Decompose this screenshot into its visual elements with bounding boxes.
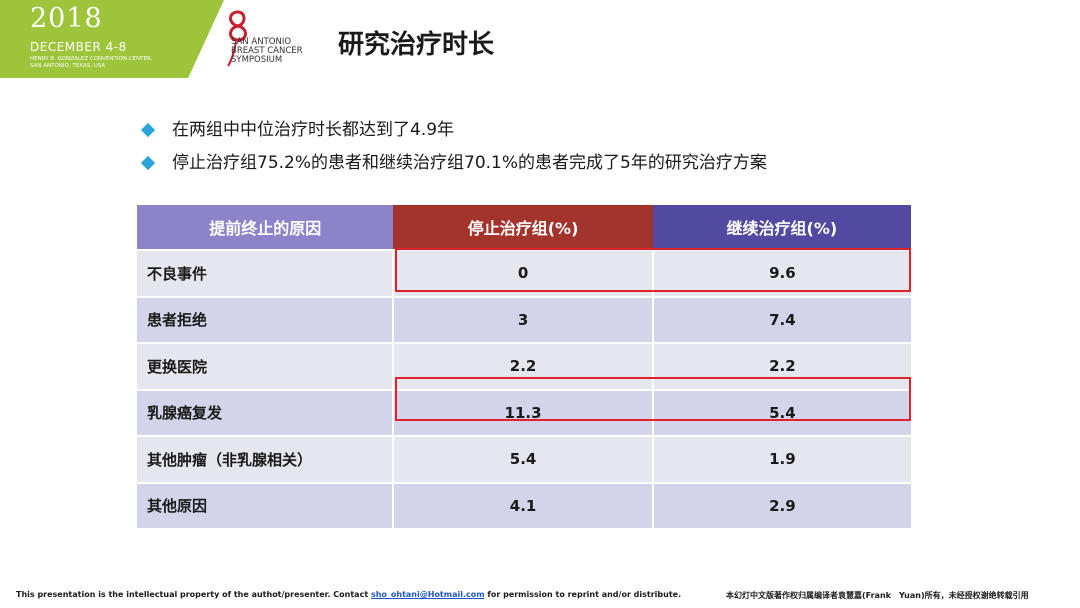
bullet-text: 停止治疗组75.2%的患者和继续治疗组70.1%的患者完成了5年的研究治疗方案: [172, 153, 767, 173]
table-row: 其他原因 4.1 2.9: [137, 483, 911, 529]
table-row: 其他肿瘤（非乳腺相关） 5.4 1.9: [137, 436, 911, 483]
continue-group-cell: 2.9: [653, 483, 911, 529]
reason-cell: 乳腺癌复发: [137, 390, 393, 437]
slide-title: 研究治疗时长: [338, 24, 494, 61]
continue-group-cell: 7.4: [653, 297, 911, 344]
conference-year: 2018: [30, 3, 103, 34]
logo-text-line3: SYMPOSIUM: [231, 56, 282, 65]
slide-header: 2018 DECEMBER 4-8 HENRY B. GONZALEZ CONV…: [0, 0, 1080, 78]
continue-group-cell: 1.9: [653, 436, 911, 483]
bullet-item: 停止治疗组75.2%的患者和继续治疗组70.1%的患者完成了5年的研究治疗方案: [140, 147, 767, 180]
diamond-bullet-icon: [141, 123, 155, 137]
highlight-box-adverse-events: [395, 248, 911, 292]
table-row: 患者拒绝 3 7.4: [137, 297, 911, 344]
reason-cell: 其他肿瘤（非乳腺相关）: [137, 436, 393, 483]
bullet-text: 在两组中中位治疗时长都达到了4.9年: [172, 120, 454, 140]
stop-group-cell: 5.4: [393, 436, 652, 483]
conference-venue-line2: SAN ANTONIO, TEXAS, USA: [30, 63, 105, 69]
stop-group-cell: 3: [393, 297, 652, 344]
column-header-stop-group: 停止治疗组(%): [393, 205, 652, 250]
highlight-box-recurrence: [395, 377, 911, 421]
bullet-item: 在两组中中位治疗时长都达到了4.9年: [140, 114, 767, 147]
translation-notice: 本幻灯中文版著作权归属编译者袁慧嘉(Frank Yuan)所有，未经授权谢绝转载…: [726, 590, 1029, 601]
column-header-reason: 提前终止的原因: [137, 205, 393, 250]
column-header-continue-group: 继续治疗组(%): [653, 205, 911, 250]
conference-venue-line1: HENRY B. GONZALEZ CONVENTION CENTER,: [30, 56, 153, 62]
reason-cell: 其他原因: [137, 483, 393, 529]
conference-dates: DECEMBER 4-8: [30, 40, 127, 54]
contact-email-link[interactable]: sho_ohtani@Hotmail.com: [371, 590, 485, 599]
reason-cell: 更换医院: [137, 343, 393, 390]
copyright-notice: This presentation is the intellectual pr…: [16, 590, 681, 599]
copyright-text-after: for permission to reprint and/or distrib…: [485, 590, 682, 599]
diamond-bullet-icon: [141, 156, 155, 170]
reason-cell: 不良事件: [137, 250, 393, 297]
bullet-list: 在两组中中位治疗时长都达到了4.9年 停止治疗组75.2%的患者和继续治疗组70…: [140, 114, 767, 180]
copyright-text-before: This presentation is the intellectual pr…: [16, 590, 371, 599]
reason-cell: 患者拒绝: [137, 297, 393, 344]
table-header-row: 提前终止的原因 停止治疗组(%) 继续治疗组(%): [137, 205, 911, 250]
stop-group-cell: 4.1: [393, 483, 652, 529]
